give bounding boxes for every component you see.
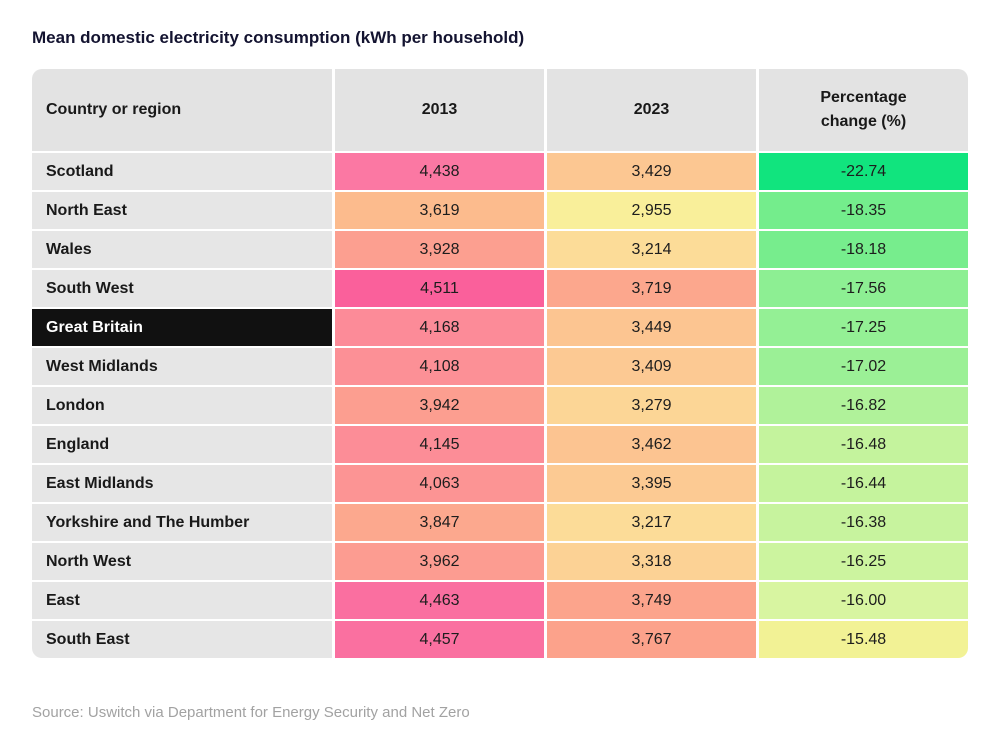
value-2013-cell: 4,168 (335, 309, 544, 347)
value-2023-cell: 3,719 (547, 270, 756, 308)
pct-change-cell: -16.00 (759, 582, 968, 620)
value-2023-cell: 3,409 (547, 348, 756, 386)
value-2013-cell: 4,511 (335, 270, 544, 308)
column-header-2013: 2013 (335, 69, 544, 152)
region-cell: South West (32, 270, 332, 308)
region-cell: East (32, 582, 332, 620)
column-header-pct-change-label: Percentage change (%) (820, 88, 907, 131)
pct-change-cell: -15.48 (759, 621, 968, 659)
value-2013-cell: 4,145 (335, 426, 544, 464)
value-2013-cell: 3,928 (335, 231, 544, 269)
value-2013-cell: 3,619 (335, 192, 544, 230)
pct-change-cell: -18.35 (759, 192, 968, 230)
page: Mean domestic electricity consumption (k… (32, 28, 968, 722)
value-2013-cell: 4,463 (335, 582, 544, 620)
value-2013-cell: 4,108 (335, 348, 544, 386)
value-2023-cell: 3,279 (547, 387, 756, 425)
pct-change-cell: -16.25 (759, 543, 968, 581)
value-2013-cell: 3,847 (335, 504, 544, 542)
region-cell: Scotland (32, 153, 332, 191)
region-cell: Yorkshire and The Humber (32, 504, 332, 542)
region-cell: Wales (32, 231, 332, 269)
region-cell: South East (32, 621, 332, 659)
value-2023-cell: 3,429 (547, 153, 756, 191)
value-2013-cell: 4,438 (335, 153, 544, 191)
column-header-pct-change: Percentage change (%) (759, 69, 968, 152)
region-cell: West Midlands (32, 348, 332, 386)
region-cell: Great Britain (32, 309, 332, 347)
pct-change-cell: -17.56 (759, 270, 968, 308)
column-header-2023: 2023 (547, 69, 756, 152)
source-caption: Source: Uswitch via Department for Energ… (32, 704, 470, 722)
region-cell: East Midlands (32, 465, 332, 503)
region-cell: England (32, 426, 332, 464)
value-2013-cell: 3,962 (335, 543, 544, 581)
value-2023-cell: 3,214 (547, 231, 756, 269)
value-2023-cell: 3,217 (547, 504, 756, 542)
value-2013-cell: 4,457 (335, 621, 544, 659)
value-2023-cell: 3,749 (547, 582, 756, 620)
pct-change-cell: -18.18 (759, 231, 968, 269)
value-2023-cell: 3,395 (547, 465, 756, 503)
chart-title: Mean domestic electricity consumption (k… (32, 28, 525, 47)
pct-change-cell: -22.74 (759, 153, 968, 191)
value-2023-cell: 2,955 (547, 192, 756, 230)
pct-change-cell: -16.44 (759, 465, 968, 503)
value-2023-cell: 3,318 (547, 543, 756, 581)
value-2013-cell: 3,942 (335, 387, 544, 425)
column-header-region: Country or region (32, 69, 332, 152)
value-2023-cell: 3,462 (547, 426, 756, 464)
value-2023-cell: 3,449 (547, 309, 756, 347)
pct-change-cell: -16.48 (759, 426, 968, 464)
region-cell: North East (32, 192, 332, 230)
value-2023-cell: 3,767 (547, 621, 756, 659)
region-cell: North West (32, 543, 332, 581)
region-cell: London (32, 387, 332, 425)
pct-change-cell: -16.38 (759, 504, 968, 542)
consumption-table: Country or region 2013 2023 Percentage c… (32, 69, 968, 659)
pct-change-cell: -16.82 (759, 387, 968, 425)
value-2013-cell: 4,063 (335, 465, 544, 503)
pct-change-cell: -17.02 (759, 348, 968, 386)
pct-change-cell: -17.25 (759, 309, 968, 347)
